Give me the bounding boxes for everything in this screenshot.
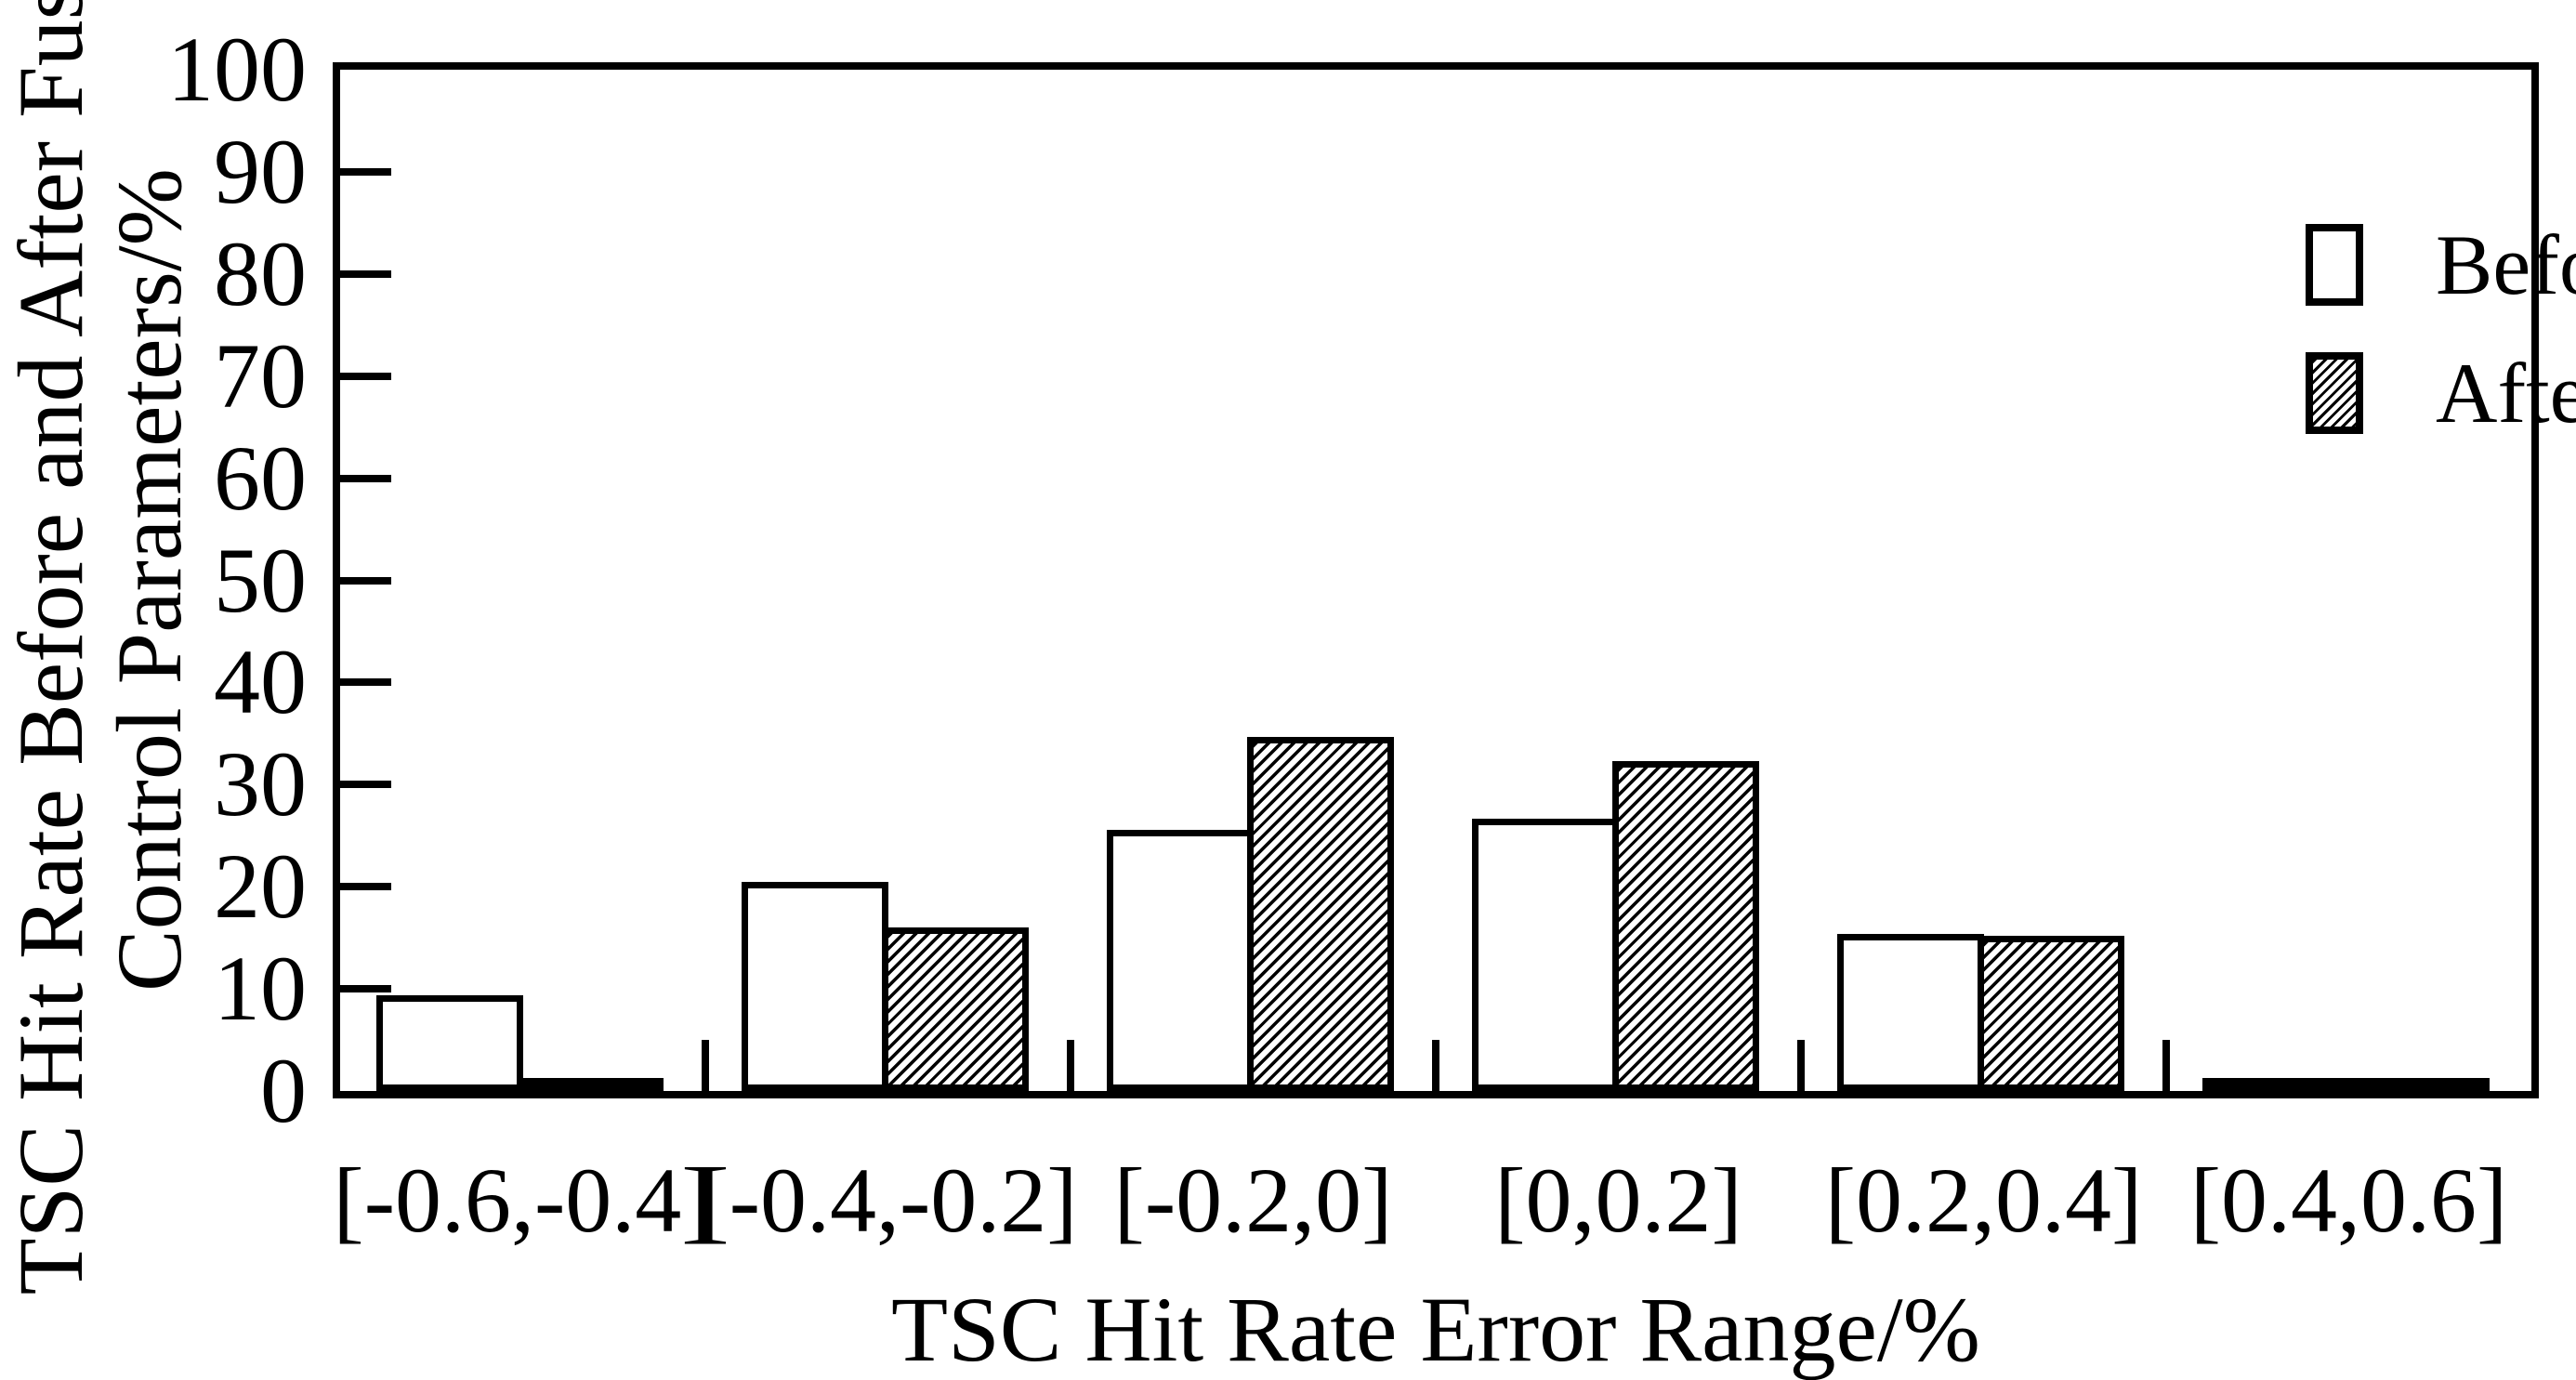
y-tick-label-20: 20 (214, 835, 307, 939)
y-tick-90 (340, 167, 391, 176)
legend-swatch-after-fusion (2306, 352, 2363, 434)
y-tick-label-30: 30 (214, 732, 307, 836)
legend-label-before-fusion: Before fusion (2436, 217, 2576, 312)
y-tick-40 (340, 678, 391, 687)
x-axis-title: TSC Hit Rate Error Range/% (891, 1278, 1980, 1380)
bar-after-fusion-1 (881, 927, 1029, 1091)
y-tick-label-80: 80 (214, 221, 307, 325)
y-tick-60 (340, 474, 391, 482)
y-tick-80 (340, 269, 391, 278)
legend-item-after-fusion: After fusion (2306, 347, 2576, 440)
x-tick-3 (1432, 1040, 1439, 1091)
y-tick-label-70: 70 (214, 323, 307, 427)
bar-before-fusion-2 (1106, 830, 1254, 1091)
x-category-label-0: [-0.6,-0.4] (333, 1149, 713, 1252)
bar-after-fusion-4 (1977, 936, 2124, 1091)
y-tick-30 (340, 781, 391, 789)
y-tick-label-0: 0 (260, 1039, 307, 1142)
y-tick-70 (340, 372, 391, 380)
legend-swatch-before-fusion (2306, 224, 2363, 306)
x-tick-4 (1797, 1040, 1805, 1091)
x-tick-2 (1067, 1040, 1074, 1091)
bar-after-fusion-3 (1611, 761, 1759, 1091)
y-tick-label-50: 50 (214, 528, 307, 632)
bar-before-fusion-0 (375, 995, 523, 1091)
legend-item-before-fusion: Before fusion (2306, 218, 2576, 311)
bar-after-fusion-2 (1246, 737, 1394, 1091)
plot-area: Before fusion After fusion (333, 62, 2576, 1098)
legend: Before fusion After fusion (2306, 218, 2576, 475)
y-tick-label-40: 40 (214, 630, 307, 734)
y-tick-label-60: 60 (214, 426, 307, 530)
bar-before-fusion-1 (741, 882, 888, 1091)
bar-after-fusion-0 (516, 1078, 664, 1091)
x-tick-1 (702, 1040, 709, 1091)
x-category-label-5: [0.4,0.6] (2189, 1149, 2508, 1252)
bar-before-fusion-4 (1836, 934, 1984, 1091)
y-tick-label-10: 10 (214, 937, 307, 1041)
y-tick-label-90: 90 (214, 119, 307, 223)
x-category-label-3: [0,0.2] (1494, 1149, 1742, 1252)
bar-before-fusion-5 (2201, 1078, 2349, 1091)
bar-after-fusion-5 (2342, 1078, 2490, 1091)
x-category-label-2: [-0.2,0] (1113, 1149, 1393, 1252)
y-tick-10 (340, 985, 391, 993)
x-tick-5 (2162, 1040, 2170, 1091)
y-tick-label-100: 100 (167, 18, 307, 121)
x-category-label-1: [-0.4,-0.2] (698, 1149, 1078, 1252)
bar-before-fusion-3 (1471, 819, 1619, 1091)
x-category-label-4: [0.2,0.4] (1824, 1149, 2143, 1252)
y-tick-50 (340, 576, 391, 585)
y-tick-20 (340, 883, 391, 891)
legend-label-after-fusion: After fusion (2436, 346, 2576, 440)
